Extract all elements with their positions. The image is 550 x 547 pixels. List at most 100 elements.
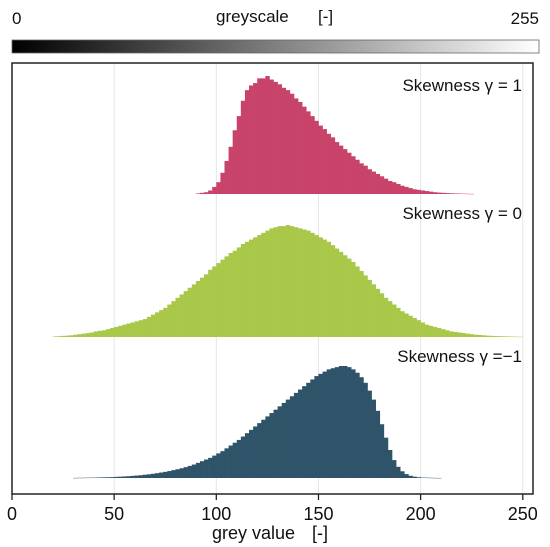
bar-s2-62 — [138, 475, 144, 478]
bar-s1-30 — [73, 334, 78, 337]
bar-s1-116 — [249, 239, 254, 337]
bar-s2-106 — [228, 445, 233, 478]
bar-s1-64 — [142, 319, 148, 337]
bar-s2-108 — [232, 442, 238, 478]
bar-s1-68 — [150, 314, 156, 337]
bar-s1-196 — [412, 317, 417, 337]
bar-s2-72 — [159, 472, 164, 478]
bar-s1-36 — [85, 333, 90, 337]
bar-s2-58 — [130, 475, 135, 478]
bar-s1-162 — [342, 255, 348, 337]
bar-s1-88 — [191, 284, 197, 337]
bar-s0-158 — [334, 142, 340, 194]
bar-s0-128 — [273, 81, 278, 194]
bar-s1-76 — [167, 304, 172, 337]
bar-s2-176 — [371, 399, 376, 478]
bar-s1-188 — [396, 307, 401, 337]
bar-s1-80 — [175, 297, 180, 337]
bar-s2-124 — [265, 416, 270, 478]
bar-s1-202 — [424, 324, 430, 337]
bar-s1-178 — [375, 288, 381, 337]
colorbar-unit: [-] — [318, 7, 333, 26]
bar-s1-32 — [77, 334, 82, 337]
bar-s1-38 — [89, 332, 95, 337]
bar-s1-172 — [363, 275, 368, 337]
bar-s1-152 — [322, 239, 327, 337]
bar-s1-182 — [383, 297, 389, 337]
bar-s0-188 — [396, 183, 401, 194]
bar-s1-104 — [224, 256, 229, 337]
bar-s1-220 — [461, 333, 466, 337]
bar-s2-172 — [363, 382, 368, 478]
bar-s2-68 — [150, 473, 156, 478]
bar-s1-22 — [56, 336, 62, 337]
bar-s0-126 — [269, 79, 274, 194]
bar-s0-144 — [306, 111, 311, 194]
bar-s2-116 — [249, 429, 254, 478]
bar-s0-164 — [347, 152, 352, 194]
bar-s0-192 — [404, 186, 409, 194]
x-tick-label-100: 100 — [201, 504, 231, 524]
bar-s1-50 — [114, 326, 119, 337]
bar-s1-176 — [371, 284, 376, 337]
bar-s2-158 — [334, 367, 340, 478]
bar-s1-126 — [269, 228, 274, 337]
bar-s1-20 — [52, 336, 58, 337]
bar-s2-118 — [253, 426, 258, 478]
bar-s1-242 — [506, 336, 511, 337]
bar-s2-152 — [322, 371, 327, 478]
bar-s0-204 — [428, 191, 434, 194]
bar-s2-120 — [257, 423, 262, 478]
bar-s2-198 — [416, 477, 421, 478]
bar-s0-148 — [314, 120, 319, 194]
bar-s0-106 — [228, 146, 233, 194]
bar-s1-158 — [334, 248, 340, 337]
bar-s1-218 — [457, 332, 462, 337]
bar-s2-64 — [142, 474, 148, 478]
bar-s0-200 — [420, 190, 426, 194]
bar-s1-222 — [465, 333, 470, 337]
bar-s1-34 — [81, 333, 86, 337]
bar-s2-60 — [134, 475, 139, 478]
bar-s2-140 — [298, 389, 303, 478]
series-label-1: Skewness γ = 0 — [402, 204, 522, 223]
bar-s0-98 — [212, 186, 217, 194]
bar-s2-164 — [347, 367, 352, 478]
bar-s1-90 — [195, 281, 201, 337]
bar-s1-166 — [351, 261, 356, 337]
bar-s0-146 — [310, 116, 315, 194]
bar-s1-236 — [494, 336, 499, 337]
bar-s1-58 — [130, 322, 135, 337]
bar-s1-102 — [220, 259, 225, 337]
bar-s2-48 — [110, 477, 115, 478]
colorbar-title: greyscale — [216, 7, 289, 26]
bar-s1-42 — [97, 330, 103, 337]
bar-s1-144 — [306, 230, 311, 337]
bar-s1-148 — [314, 235, 319, 337]
bar-s1-156 — [330, 245, 336, 337]
bar-s1-66 — [146, 316, 152, 337]
bar-s2-168 — [355, 372, 360, 478]
bar-s1-100 — [216, 263, 221, 337]
bar-s2-132 — [281, 402, 287, 478]
bar-s1-174 — [367, 279, 372, 337]
bar-s0-202 — [424, 191, 430, 194]
bar-s2-160 — [338, 366, 344, 478]
series-label-0: Skewness γ = 1 — [402, 76, 522, 95]
bar-s2-162 — [342, 366, 348, 478]
bar-s1-190 — [400, 311, 405, 337]
bar-s0-166 — [351, 156, 356, 194]
bar-s1-224 — [469, 334, 475, 337]
bar-s1-112 — [240, 244, 246, 337]
bar-s2-130 — [277, 406, 282, 478]
bar-s2-178 — [375, 410, 381, 478]
bar-s1-26 — [65, 335, 70, 337]
bar-s1-108 — [232, 250, 238, 337]
bar-s0-182 — [383, 178, 389, 194]
bar-s1-44 — [101, 330, 107, 337]
bar-s0-178 — [375, 173, 381, 194]
bar-s2-134 — [285, 399, 291, 478]
bar-s1-56 — [126, 323, 131, 337]
bar-s2-100 — [216, 453, 221, 478]
bar-s1-186 — [392, 304, 397, 337]
